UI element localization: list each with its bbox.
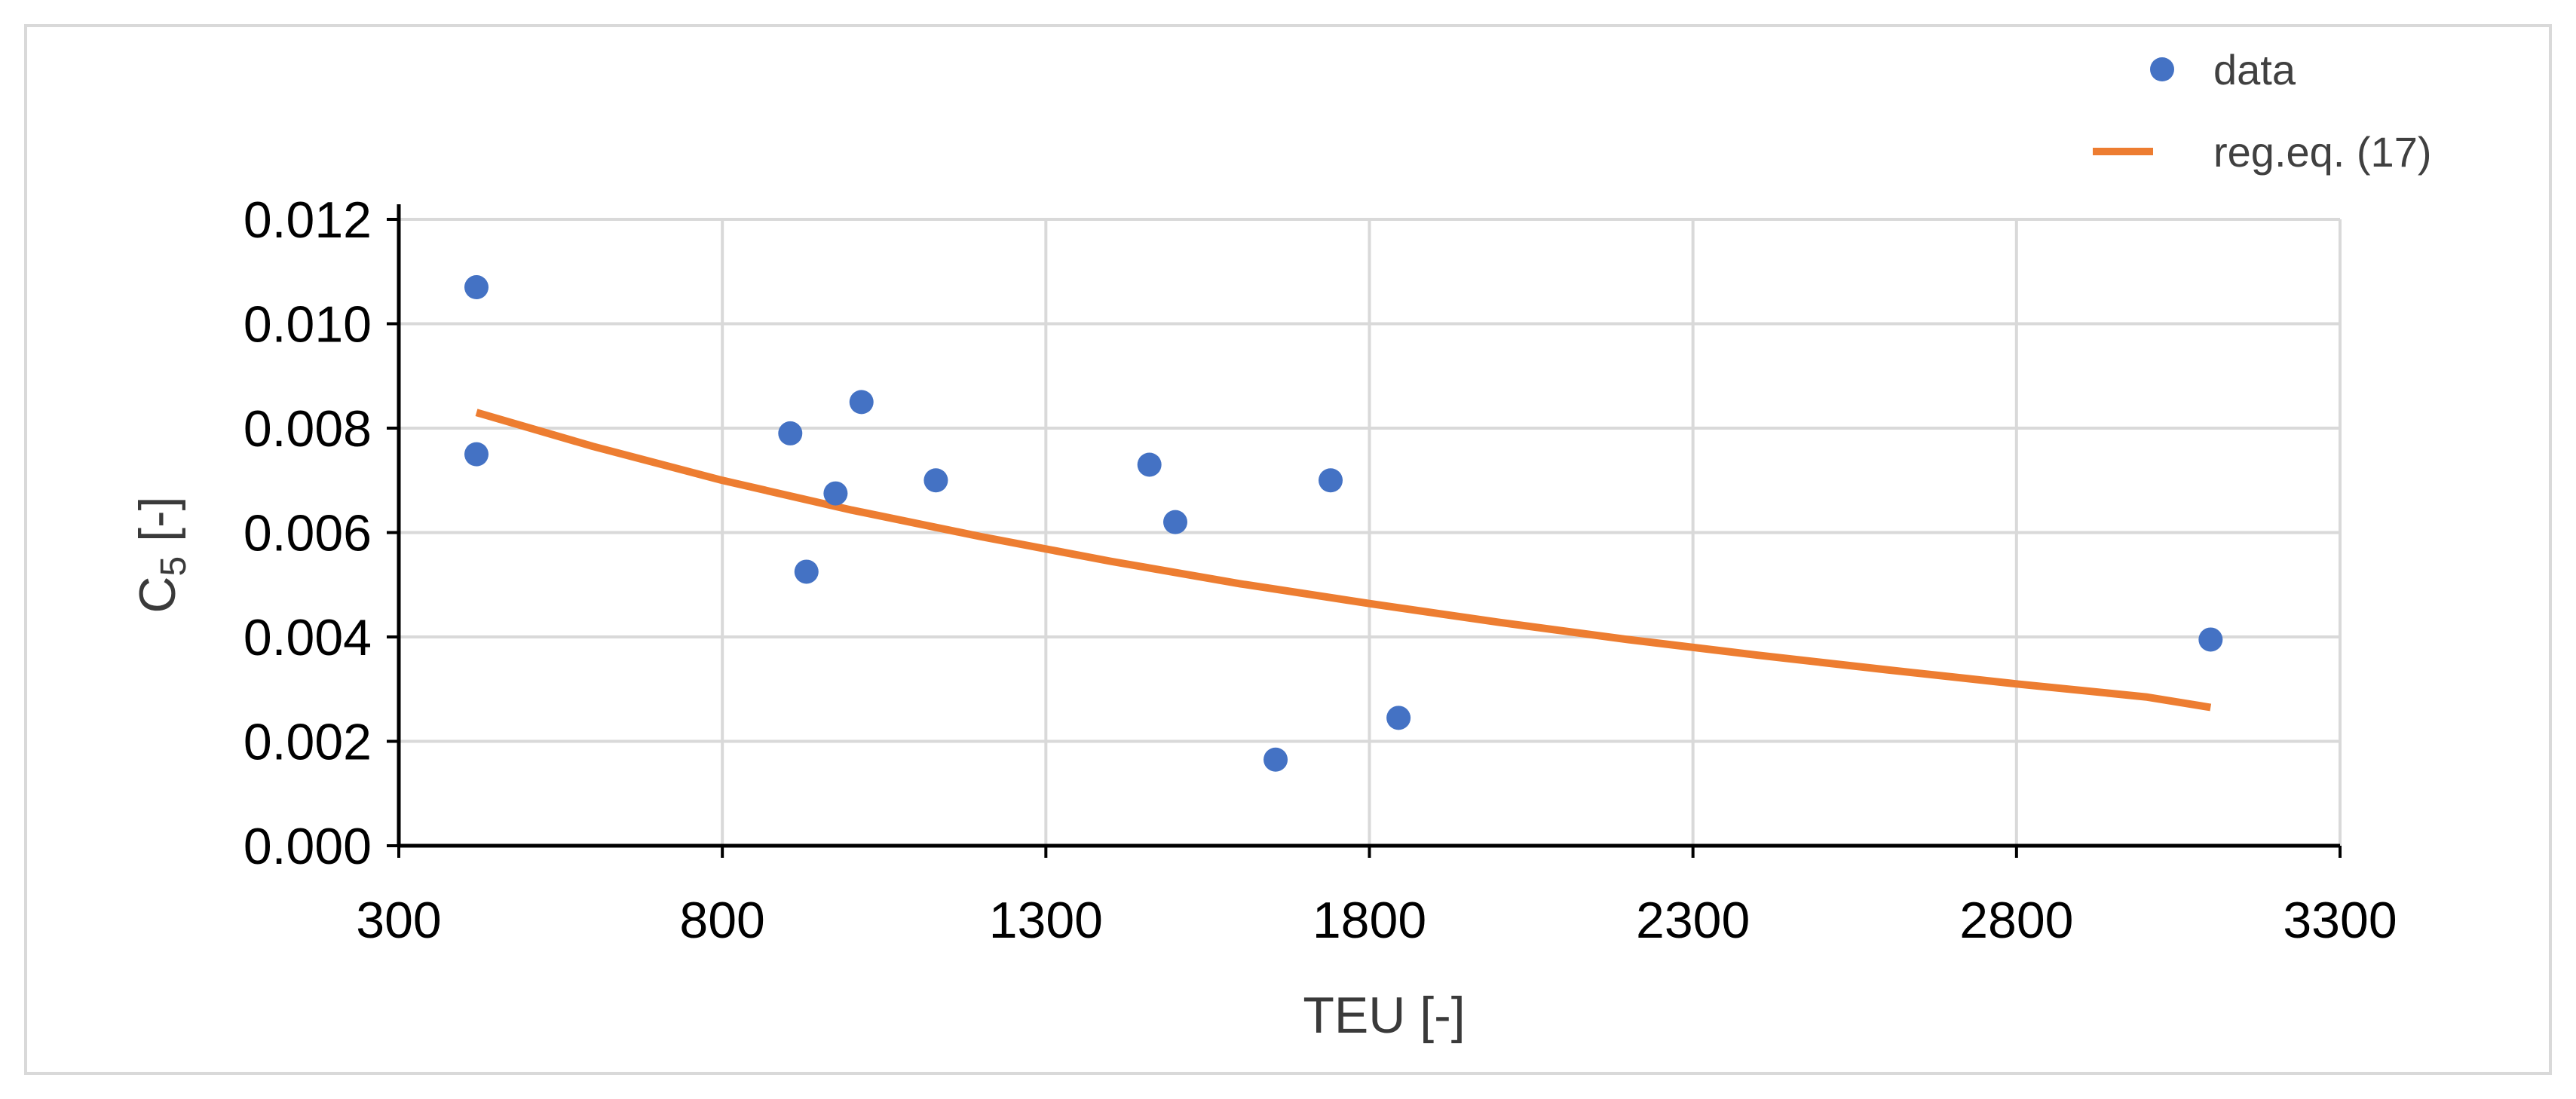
scatter-chart: 300 800 1300 1800 2300 2800 3300 0.000 0.002 0.00… [129,46,2432,1044]
x-tick-label: 2800 [1959,892,2073,949]
data-point [1386,706,1411,730]
x-tick-label: 1800 [1313,892,1426,949]
legend: data reg.eq. (17) [2093,46,2432,176]
legend-regression-label: reg.eq. (17) [2213,128,2432,176]
chart-frame: 300 800 1300 1800 2300 2800 3300 0.000 0.002 0.00… [24,24,2552,1075]
y-axis-label-main: C [129,576,186,613]
y-axis-label-subscript: 5 [154,556,194,577]
data-point [1263,747,1288,772]
x-tick-label: 800 [679,892,764,949]
regression-line [475,409,2212,712]
x-tick-label: 300 [356,892,441,949]
data-point [1163,510,1187,534]
y-tick-label: 0.000 [244,818,372,875]
data-point [924,468,948,493]
y-axis-label: C5 [-] [129,496,194,613]
y-tick-label: 0.008 [244,400,372,458]
x-tick-label: 3300 [2283,892,2397,949]
data-point [849,390,874,415]
legend-data-marker [2150,57,2174,81]
data-point [464,275,489,300]
data-point [464,442,489,467]
x-tick-label: 1300 [989,892,1103,949]
y-tick-label: 0.012 [244,191,372,249]
data-point [794,559,819,584]
data-point [2198,627,2223,652]
gridlines [399,218,2342,846]
data-series [464,275,2223,772]
legend-data-label: data [2213,46,2296,93]
y-tick-label: 0.010 [244,296,372,354]
data-point [1137,452,1162,477]
regression-series [475,409,2212,712]
y-tick-label: 0.004 [244,609,372,666]
y-axis-label-tail: [-] [129,496,186,556]
data-point [1319,468,1343,493]
y-tick-label: 0.006 [244,505,372,562]
axes [387,204,2342,858]
data-point [778,421,803,445]
tick-labels: 300 800 1300 1800 2300 2800 3300 0.000 0.002 0.00… [244,191,2397,949]
x-tick-label: 2300 [1636,892,1750,949]
data-point [823,481,848,506]
x-axis-label: TEU [-] [1303,987,1465,1044]
y-tick-label: 0.002 [244,714,372,771]
